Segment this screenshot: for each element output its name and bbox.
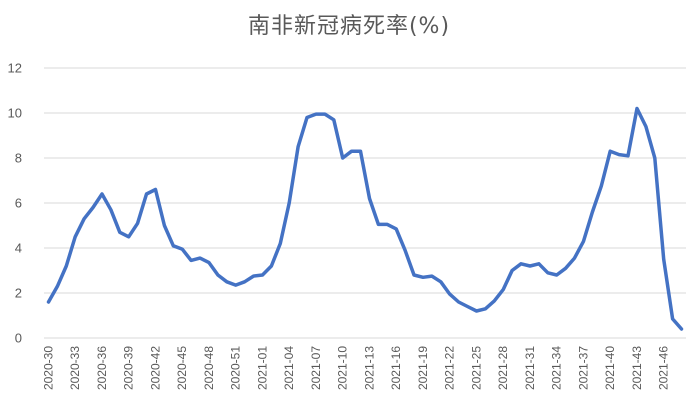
x-axis-ticks: 2020-30 2020-33 2020-36 2020-39 2020-42 2020-… <box>41 346 670 390</box>
x-tick-label: 2020-42 <box>148 346 162 390</box>
y-tick-label: 8 <box>15 151 22 166</box>
x-tick-label: 2021-28 <box>496 346 510 390</box>
x-tick-label: 2021-16 <box>389 346 403 390</box>
y-tick-label: 0 <box>15 331 22 346</box>
x-tick-label: 2021-37 <box>576 346 590 390</box>
x-tick-label: 2021-25 <box>469 346 483 390</box>
y-tick-label: 12 <box>8 61 22 76</box>
x-tick-label: 2021-13 <box>362 346 376 390</box>
y-tick-label: 6 <box>15 196 22 211</box>
x-tick-label: 2021-22 <box>443 346 457 390</box>
x-tick-label: 2020-51 <box>229 346 243 390</box>
x-tick-label: 2021-46 <box>657 346 671 390</box>
x-tick-label: 2021-43 <box>630 346 644 390</box>
x-tick-label: 2020-36 <box>95 346 109 390</box>
x-tick-label: 2021-10 <box>336 346 350 390</box>
x-tick-label: 2021-34 <box>550 346 564 390</box>
x-tick-label: 2020-39 <box>122 346 136 390</box>
x-tick-label: 2020-30 <box>41 346 55 390</box>
y-tick-label: 10 <box>8 106 22 121</box>
x-tick-label: 2020-33 <box>68 346 82 390</box>
x-tick-label: 2021-31 <box>523 346 537 390</box>
x-tick-label: 2021-07 <box>309 346 323 390</box>
y-tick-label: 2 <box>15 286 22 301</box>
chart-title: 南非新冠病死率(%) <box>247 14 451 39</box>
x-tick-label: 2020-48 <box>202 346 216 390</box>
x-tick-label: 2021-04 <box>282 346 296 390</box>
y-tick-label: 4 <box>15 241 22 256</box>
y-axis-ticks: 0 2 4 6 8 10 12 <box>8 61 22 346</box>
series-line-0 <box>46 106 684 331</box>
x-tick-label: 2020-45 <box>175 346 189 390</box>
series-lines <box>46 106 684 331</box>
x-tick-label: 2021-01 <box>255 346 269 390</box>
x-tick-label: 2021-19 <box>416 346 430 390</box>
x-tick-label: 2021-40 <box>603 346 617 390</box>
gridlines <box>44 67 686 339</box>
